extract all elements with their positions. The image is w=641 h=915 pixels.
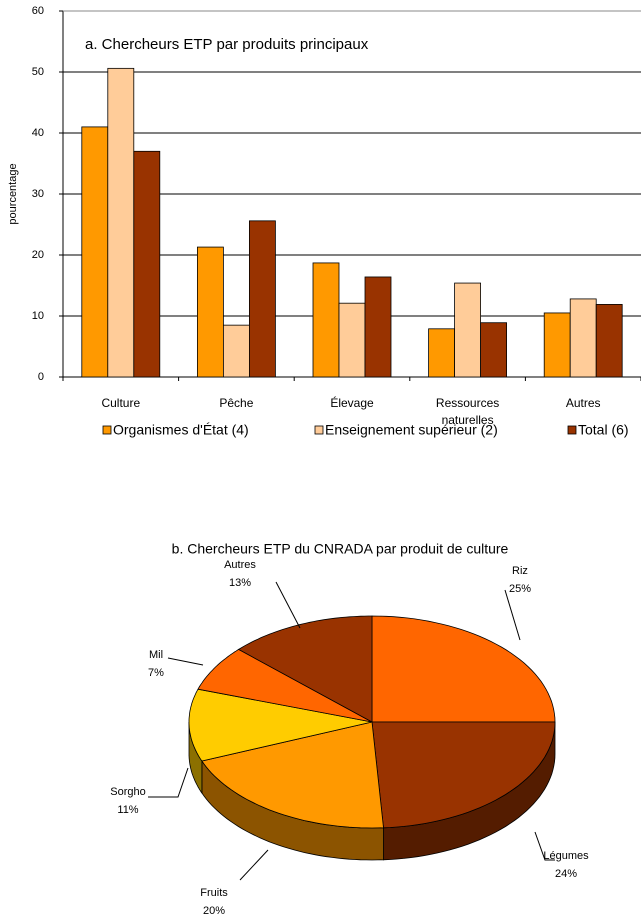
bar	[248, 220, 276, 378]
leader-line	[504, 589, 521, 641]
x-tick-label: Autres	[565, 396, 601, 410]
bar-title: a. Chercheurs ETP par produits principau…	[85, 36, 369, 53]
y-tick-label: 20	[32, 249, 44, 261]
leader-line	[534, 831, 555, 861]
legend-label: Organismes d'État (4)	[113, 422, 249, 438]
bar	[133, 150, 161, 378]
pie-value-label: 24%	[555, 868, 577, 880]
leader-line	[167, 657, 204, 666]
bar	[338, 302, 366, 378]
y-tick-label: 0	[38, 371, 44, 383]
pie-slice	[371, 721, 556, 829]
pie-value-label: 11%	[117, 804, 138, 816]
pie-value-label: 13%	[229, 577, 251, 589]
pie-value-label: 20%	[203, 905, 225, 915]
y-tick-label: 50	[32, 66, 44, 78]
x-tick-label: Pêche	[219, 396, 254, 410]
leader-line	[239, 849, 269, 881]
y-tick-label: 30	[32, 188, 44, 200]
pie-slice	[237, 615, 373, 723]
bar	[428, 328, 456, 378]
legend-label: Enseignement supérieur (2)	[325, 422, 498, 438]
leader-line	[148, 767, 189, 798]
bar	[595, 304, 623, 378]
pie-label: Riz	[512, 565, 528, 577]
x-tick-label: Culture	[101, 396, 141, 410]
pie-title: b. Chercheurs ETP du CNRADA par produit …	[172, 541, 509, 557]
legend-swatch	[102, 425, 112, 435]
legend-swatch	[567, 425, 577, 435]
legend-swatch	[314, 425, 324, 435]
pie-label: Mil	[149, 649, 163, 661]
bar	[364, 276, 392, 378]
y-tick-label: 10	[32, 310, 44, 322]
bar	[107, 67, 135, 378]
pie-value-label: 25%	[509, 583, 531, 595]
bar	[543, 312, 571, 378]
y-tick-label: 60	[32, 5, 44, 17]
pie-slice	[371, 615, 556, 723]
bar	[81, 126, 109, 378]
pie-label: Sorgho	[110, 786, 145, 798]
pie-slice	[188, 688, 373, 762]
legend-label: Total (6)	[578, 422, 629, 438]
pie-label: Autres	[224, 559, 256, 571]
x-tick-label: Élevage	[330, 396, 374, 410]
leader-line	[275, 581, 301, 629]
pie-label: Fruits	[200, 887, 228, 899]
bar	[196, 246, 224, 378]
bar	[480, 322, 508, 378]
pie-slice	[201, 721, 384, 829]
bar	[312, 262, 340, 378]
y-axis-label: pourcentage	[7, 163, 19, 224]
pie-value-label: 7%	[148, 667, 164, 679]
bar	[454, 282, 482, 378]
pie-label: Légumes	[543, 850, 589, 862]
pie-slice	[197, 648, 373, 723]
bar	[569, 298, 597, 378]
bar	[222, 324, 250, 378]
y-tick-label: 40	[32, 127, 44, 139]
x-tick-label: Ressources naturelles	[435, 396, 500, 427]
